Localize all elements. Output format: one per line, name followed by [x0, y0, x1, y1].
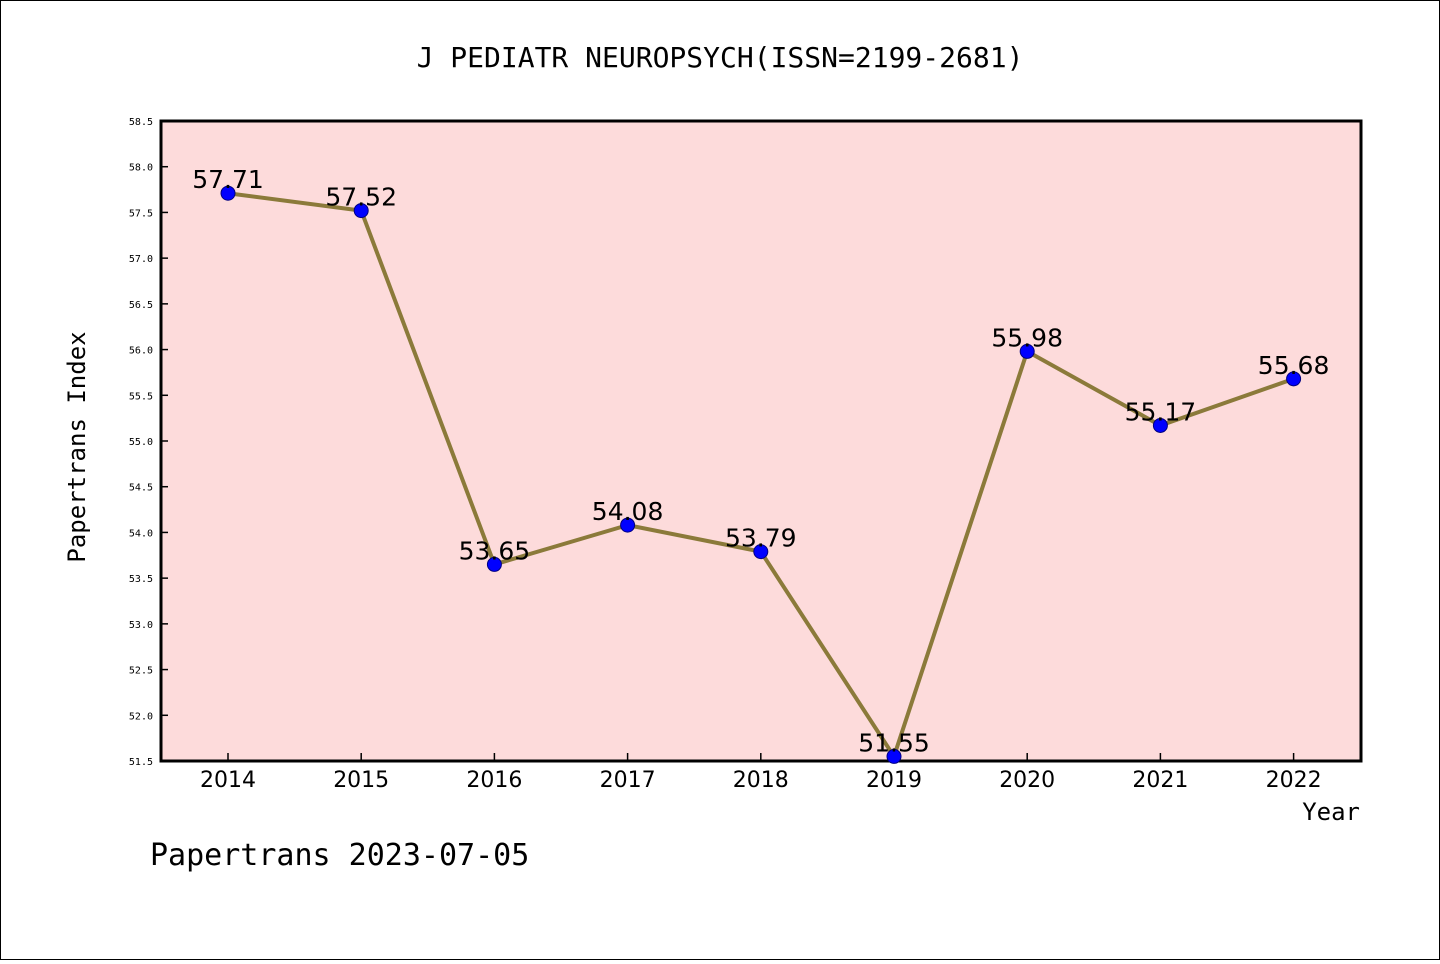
data-label-layer: 57.71 57.52 53.65 54.08 53.79 51.55 55.98 55.17…	[192, 165, 1329, 757]
y-tick-label: 56.5	[129, 300, 153, 311]
data-label: 53.79	[725, 524, 797, 553]
data-label: 54.08	[592, 497, 664, 526]
y-tick-label: 55.0	[129, 437, 153, 448]
y-tick-label: 57.5	[129, 208, 153, 219]
x-tick-label: 2018	[733, 768, 789, 793]
data-point	[753, 544, 769, 560]
data-label: 55.17	[1125, 397, 1197, 426]
data-point	[220, 185, 236, 201]
y-tick-label: 54.5	[129, 483, 153, 494]
footer-source-date: Papertrans 2023-07-05	[150, 838, 529, 873]
x-axis-ticks: 2014 2015 2016 2017 2018 2019 2020 2021 2022	[200, 753, 1322, 793]
y-axis-ticks: 51.5 52.0 52.5 53.0 53.5 54.0 54.5 55.0 55.5 56.0…	[129, 117, 168, 768]
chart-title: J PEDIATR NEUROPSYCH(ISSN=2199-2681)	[417, 41, 1024, 74]
data-label: 53.65	[459, 536, 531, 565]
x-tick-label: 2019	[866, 768, 922, 793]
y-tick-label: 58.0	[129, 163, 153, 174]
x-tick-label: 2015	[333, 768, 389, 793]
y-tick-label: 55.5	[129, 391, 153, 402]
plot-area	[159, 119, 1363, 763]
y-tick-label: 52.5	[129, 666, 153, 677]
x-tick-label: 2021	[1132, 768, 1188, 793]
y-tick-label: 57.0	[129, 254, 153, 265]
data-label: 57.52	[325, 183, 397, 212]
x-tick-label: 2014	[200, 768, 256, 793]
x-tick-label: 2020	[999, 768, 1055, 793]
y-tick-label: 56.0	[129, 346, 153, 357]
data-point	[886, 748, 902, 764]
data-point	[486, 556, 502, 572]
y-tick-label: 51.5	[129, 757, 153, 768]
y-tick-label: 53.5	[129, 574, 153, 585]
marker-layer	[220, 185, 1302, 764]
data-label: 51.55	[858, 728, 930, 757]
data-point	[353, 203, 369, 219]
y-tick-label: 54.0	[129, 528, 153, 539]
data-point	[620, 517, 636, 533]
y-tick-label: 58.5	[129, 117, 153, 128]
x-tick-label: 2022	[1266, 768, 1322, 793]
data-point	[1019, 343, 1035, 359]
data-label: 55.98	[991, 323, 1063, 352]
x-tick-label: 2016	[466, 768, 522, 793]
data-label: 57.71	[192, 165, 264, 194]
data-point	[1286, 371, 1302, 387]
y-axis-title: Papertrans Index	[63, 331, 91, 562]
y-tick-label: 53.0	[129, 620, 153, 631]
x-axis-title: Year	[1302, 798, 1360, 826]
data-label: 55.68	[1258, 351, 1330, 380]
x-tick-label: 2017	[600, 768, 656, 793]
data-point	[1152, 417, 1168, 433]
y-tick-label: 52.0	[129, 711, 153, 722]
